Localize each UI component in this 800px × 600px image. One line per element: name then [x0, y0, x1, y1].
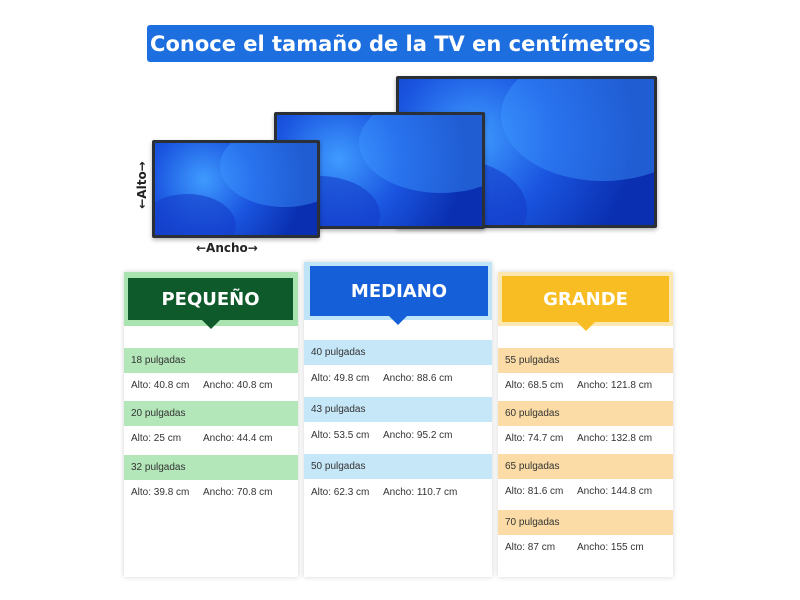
- category-header: GRANDE: [498, 272, 673, 326]
- dimensions: Alto: 40.8 cm Ancho: 40.8 cm: [131, 380, 272, 391]
- alto-value: Alto: 81.6 cm: [505, 486, 564, 497]
- dimensions: Alto: 68.5 cm Ancho: 121.8 cm: [505, 380, 652, 391]
- size-card-2: GRANDE 55 pulgadas Alto: 68.5 cm Ancho: 121…: [498, 272, 673, 577]
- alto-value: Alto: 39.8 cm: [131, 487, 190, 498]
- pointer-arrow: [389, 316, 407, 325]
- dimensions: Alto: 49.8 cm Ancho: 88.6 cm: [311, 373, 452, 384]
- alto-value: Alto: 87 cm: [505, 542, 556, 553]
- ancho-value: Ancho: 132.8 cm: [577, 433, 653, 444]
- size-row: 40 pulgadas: [304, 340, 492, 365]
- alto-value: Alto: 62.3 cm: [311, 487, 370, 498]
- size-row: 60 pulgadas: [498, 401, 673, 426]
- size-row: 18 pulgadas: [124, 348, 298, 373]
- ancho-value: Ancho: 88.6 cm: [383, 373, 453, 384]
- category-header: PEQUEÑO: [124, 272, 298, 326]
- category-header: MEDIANO: [304, 262, 492, 320]
- category-title: GRANDE: [502, 276, 669, 322]
- size-card-0: PEQUEÑO 18 pulgadas Alto: 40.8 cm Ancho: 40…: [124, 272, 298, 577]
- dimensions: Alto: 25 cm Ancho: 44.4 cm: [131, 433, 272, 444]
- size-row: 65 pulgadas: [498, 454, 673, 479]
- size-card-1: MEDIANO 40 pulgadas Alto: 49.8 cm Ancho: 88…: [304, 262, 492, 577]
- page-title: Conoce el tamaño de la TV en centímetros: [147, 25, 654, 62]
- alto-label: ←Alto→: [134, 161, 149, 209]
- dimensions: Alto: 53.5 cm Ancho: 95.2 cm: [311, 430, 452, 441]
- dimensions: Alto: 62.3 cm Ancho: 110.7 cm: [311, 487, 457, 498]
- alto-value: Alto: 68.5 cm: [505, 380, 564, 391]
- pointer-arrow: [202, 320, 220, 329]
- ancho-value: Ancho: 70.8 cm: [203, 487, 273, 498]
- ancho-value: Ancho: 155 cm: [577, 542, 644, 553]
- alto-value: Alto: 49.8 cm: [311, 373, 370, 384]
- dimensions: Alto: 87 cm Ancho: 155 cm: [505, 542, 644, 553]
- dimensions: Alto: 39.8 cm Ancho: 70.8 cm: [131, 487, 272, 498]
- alto-value: Alto: 53.5 cm: [311, 430, 370, 441]
- alto-value: Alto: 74.7 cm: [505, 433, 564, 444]
- size-row: 50 pulgadas: [304, 454, 492, 479]
- category-title: PEQUEÑO: [128, 278, 293, 320]
- ancho-value: Ancho: 95.2 cm: [383, 430, 453, 441]
- ancho-value: Ancho: 121.8 cm: [577, 380, 653, 391]
- tv-small-image: [152, 140, 320, 238]
- dimensions: Alto: 74.7 cm Ancho: 132.8 cm: [505, 433, 652, 444]
- dimensions: Alto: 81.6 cm Ancho: 144.8 cm: [505, 486, 652, 497]
- ancho-value: Ancho: 40.8 cm: [203, 380, 273, 391]
- category-title: MEDIANO: [310, 266, 488, 316]
- size-row: 43 pulgadas: [304, 397, 492, 422]
- size-row: 55 pulgadas: [498, 348, 673, 373]
- size-row: 70 pulgadas: [498, 510, 673, 535]
- size-row: 20 pulgadas: [124, 401, 298, 426]
- ancho-value: Ancho: 44.4 cm: [203, 433, 273, 444]
- alto-value: Alto: 40.8 cm: [131, 380, 190, 391]
- ancho-label: ←Ancho→: [196, 241, 258, 255]
- tv-large-image: [396, 76, 657, 228]
- size-row: 32 pulgadas: [124, 455, 298, 480]
- ancho-value: Ancho: 110.7 cm: [383, 487, 458, 498]
- pointer-arrow: [576, 322, 595, 331]
- ancho-value: Ancho: 144.8 cm: [577, 486, 653, 497]
- alto-value: Alto: 25 cm: [131, 433, 182, 444]
